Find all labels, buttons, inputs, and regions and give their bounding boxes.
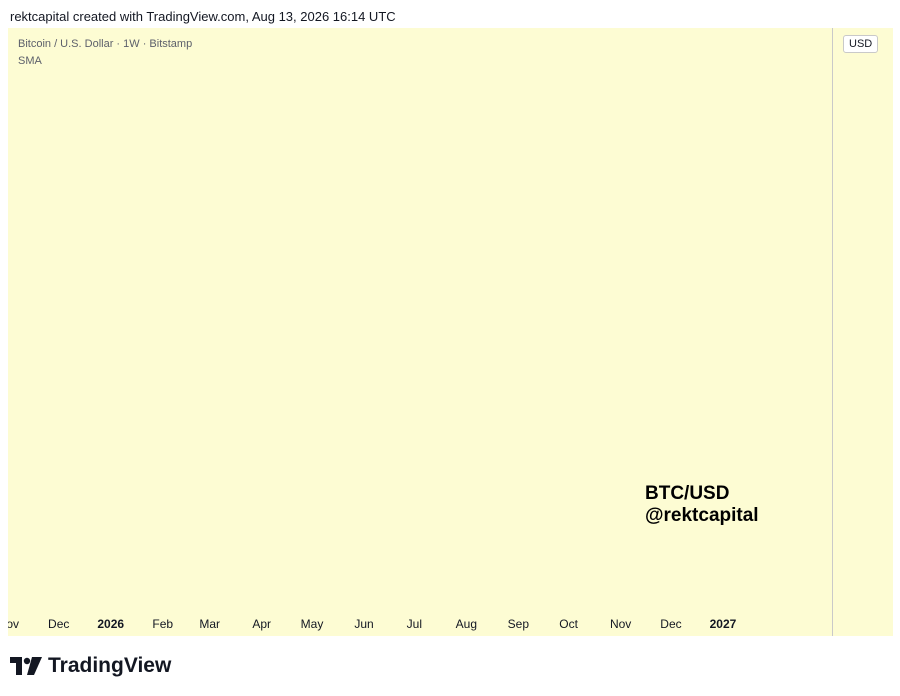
chart-pane[interactable]: Nov Dec 2026 Feb Mar Apr May Jun Jul Aug Sep Oct Nov… xyxy=(8,28,832,636)
time-axis-tick-label: May xyxy=(301,617,324,631)
time-axis-tick-label: Jun xyxy=(354,617,373,631)
candlestick-chart[interactable]: Nov Dec 2026 Feb Mar Apr May Jun Jul Aug Sep Oct Nov… xyxy=(8,28,832,636)
time-axis-tick-label: Aug xyxy=(456,617,477,631)
time-axis-tick-label: Sep xyxy=(508,617,530,631)
tradingview-logo[interactable]: TradingView xyxy=(10,654,171,678)
tradingview-logo-icon xyxy=(10,657,42,675)
watermark-pair: BTC/USD xyxy=(645,483,730,504)
price-axis-labels: 84,00080,00076,00072,00068,00066,00064,0… xyxy=(833,28,893,636)
watermark-text: BTC/USD @rektcapital xyxy=(645,483,759,527)
tradingview-logo-text: TradingView xyxy=(48,654,172,677)
time-axis-tick-label: Oct xyxy=(559,617,578,631)
time-axis-tick-label: 2026 xyxy=(97,617,124,631)
indicator-legend[interactable]: SMA xyxy=(18,55,42,67)
time-axis-tick-label: Jul xyxy=(407,617,422,631)
watermark-handle: @rektcapital xyxy=(645,505,759,526)
chart-attribution: rektcapital created with TradingView.com… xyxy=(10,9,396,24)
time-axis-tick-label: Mar xyxy=(199,617,220,631)
price-axis[interactable]: 84,00080,00076,00072,00068,00066,00064,0… xyxy=(832,28,893,636)
currency-button[interactable]: USD xyxy=(843,35,879,53)
time-axis-tick-label: Dec xyxy=(660,617,681,631)
time-axis-tick-label: Nov xyxy=(610,617,631,631)
time-axis-tick-label: Dec xyxy=(48,617,69,631)
time-axis-tick-label: Feb xyxy=(152,617,173,631)
time-axis-tick-label: Nov xyxy=(8,617,19,631)
symbol-title[interactable]: Bitcoin / U.S. Dollar · 1W · Bitstamp xyxy=(18,38,193,50)
time-axis-tick-label: Apr xyxy=(252,617,271,631)
time-axis-tick-label: 2027 xyxy=(710,617,737,631)
